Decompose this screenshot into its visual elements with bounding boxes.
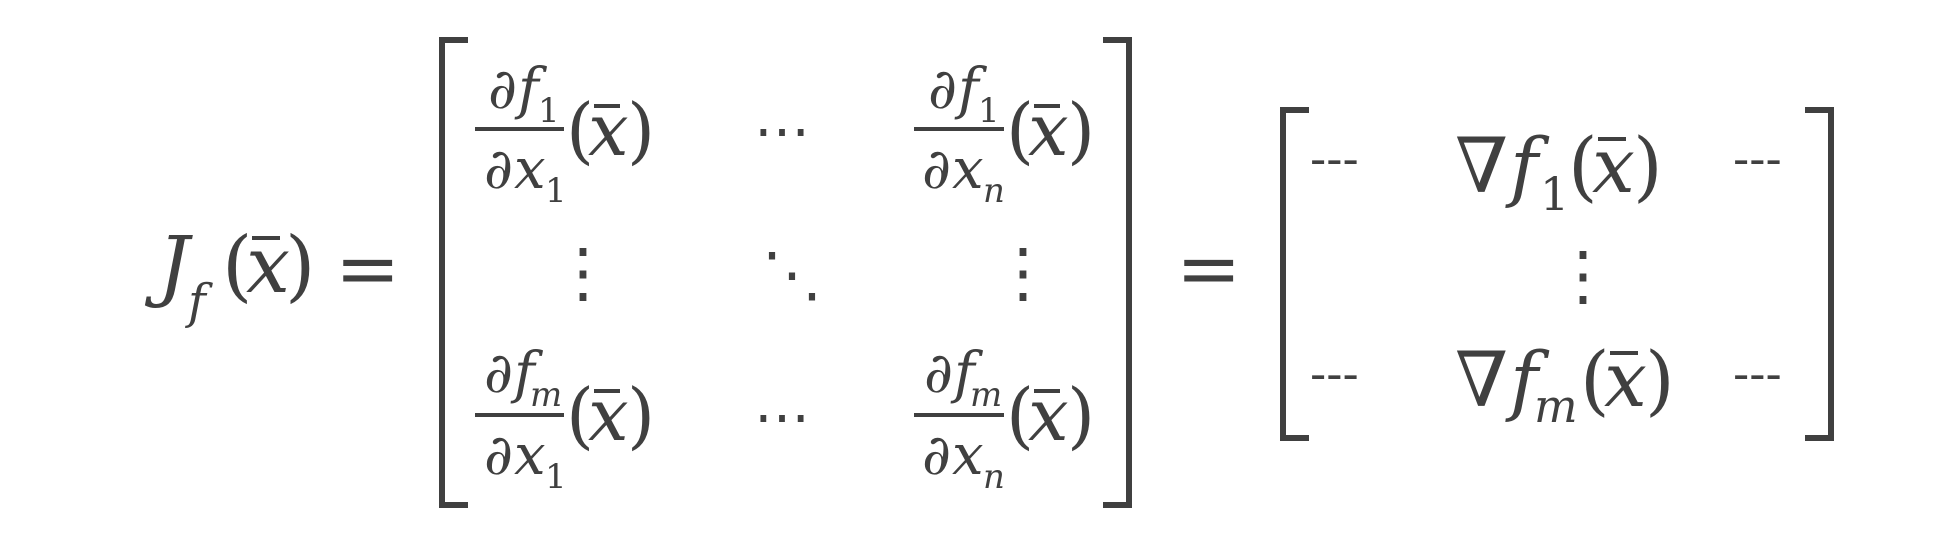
matrix1-right-bracket <box>1103 37 1132 508</box>
matrix1-ddots: ⋱ <box>762 240 822 310</box>
arg-paren-open: ( <box>1006 373 1034 457</box>
partial-symbol: ∂ <box>922 423 951 488</box>
denominator-subscript: 1 <box>545 171 567 211</box>
arg-xbar <box>1610 351 1638 355</box>
partial-symbol: ∂ <box>488 57 517 122</box>
matrix1-entry-r3c1: ∂ f m ∂ x 1 ( x ) <box>475 341 655 497</box>
row-dash-left: --- <box>1310 131 1359 187</box>
matrix2-row-1: --- ∇ f 1 ( x ) --- <box>1310 121 1782 221</box>
arg-paren-open: ( <box>1580 335 1610 424</box>
arg-xbar <box>594 389 620 393</box>
denominator-x: x <box>514 137 546 202</box>
matrix2-right-bracket <box>1805 107 1834 441</box>
arg-paren-open: ( <box>566 373 594 457</box>
arg-xbar <box>594 104 620 108</box>
arg-paren-close: ) <box>627 373 655 457</box>
denominator-subscript: 1 <box>545 457 567 497</box>
numerator-subscript: 1 <box>978 91 1000 131</box>
partial-symbol: ∂ <box>928 57 957 122</box>
arg-xbar <box>1034 104 1060 108</box>
arg-xbar <box>1034 389 1060 393</box>
matrix1-entry-r1c1: ∂ f 1 ∂ x 1 ( x ) <box>475 57 655 211</box>
matrix1-entry-r1c3: ∂ f 1 ∂ x n ( x ) <box>914 57 1095 211</box>
arg-x: x <box>1604 335 1647 424</box>
matrix1-entry-r3c3: ∂ f m ∂ x n ( x ) <box>914 341 1095 497</box>
arg-x: x <box>1592 121 1635 210</box>
arg-x: x <box>1028 373 1069 457</box>
matrix2-row-m: --- ∇ f m ( x ) --- <box>1310 335 1782 433</box>
fraction-bar <box>914 413 1004 417</box>
lhs-x: x <box>246 221 290 311</box>
fraction-bar <box>914 127 1004 131</box>
row-dash-right: --- <box>1733 131 1782 187</box>
arg-paren-close: ) <box>1633 121 1663 210</box>
gradient-subscript: m <box>1534 379 1578 433</box>
denominator-x: x <box>514 423 546 488</box>
fraction-bar <box>475 127 564 131</box>
arg-paren-close: ) <box>1067 88 1095 172</box>
arg-paren-close: ) <box>1067 373 1095 457</box>
lhs-paren-open: ( <box>222 221 252 311</box>
arg-paren-close: ) <box>1645 335 1675 424</box>
fraction-bar <box>475 413 564 417</box>
matrix1-vdots-col3: ⋮ <box>990 234 1056 311</box>
equals-sign-1: = <box>335 224 400 314</box>
partial-symbol: ∂ <box>924 341 953 406</box>
numerator-subscript: m <box>970 375 1002 415</box>
matrix2-vdots: ⋮ <box>1550 237 1616 314</box>
lhs-xbar <box>252 236 280 240</box>
row-dash-left: --- <box>1310 346 1359 402</box>
partial-symbol: ∂ <box>484 423 513 488</box>
denominator-x: x <box>952 137 984 202</box>
arg-x: x <box>1028 88 1069 172</box>
denominator-subscript: n <box>983 457 1005 497</box>
denominator-x: x <box>952 423 984 488</box>
lhs-paren-close: ) <box>285 221 315 311</box>
matrix1-left-bracket <box>439 37 468 508</box>
lhs-jacobian: J f ( x ) <box>144 221 315 330</box>
gradient-subscript: 1 <box>1540 167 1569 221</box>
row-dash-right: --- <box>1733 346 1782 402</box>
arg-paren-open: ( <box>1568 121 1598 210</box>
denominator-subscript: n <box>983 171 1005 211</box>
partial-symbol: ∂ <box>484 341 513 406</box>
arg-paren-open: ( <box>1006 88 1034 172</box>
equals-sign-2: = <box>1176 224 1241 314</box>
numerator-subscript: 1 <box>538 91 560 131</box>
lhs-subscript-f: f <box>185 274 213 330</box>
nabla-symbol: ∇ <box>1455 121 1508 210</box>
arg-x: x <box>588 373 629 457</box>
partial-symbol: ∂ <box>922 137 951 202</box>
arg-xbar <box>1598 137 1626 141</box>
nabla-symbol: ∇ <box>1455 335 1508 424</box>
matrix1-vdots-col1: ⋮ <box>550 234 616 311</box>
partial-symbol: ∂ <box>484 137 513 202</box>
arg-paren-close: ) <box>627 88 655 172</box>
arg-x: x <box>588 88 629 172</box>
matrix2-left-bracket <box>1280 107 1309 441</box>
lhs-J: J <box>144 221 193 311</box>
numerator-subscript: m <box>530 375 562 415</box>
arg-paren-open: ( <box>566 88 594 172</box>
matrix1-hdots-row3: ⋯ <box>754 385 810 450</box>
matrix1-hdots-row1: ⋯ <box>754 99 810 164</box>
